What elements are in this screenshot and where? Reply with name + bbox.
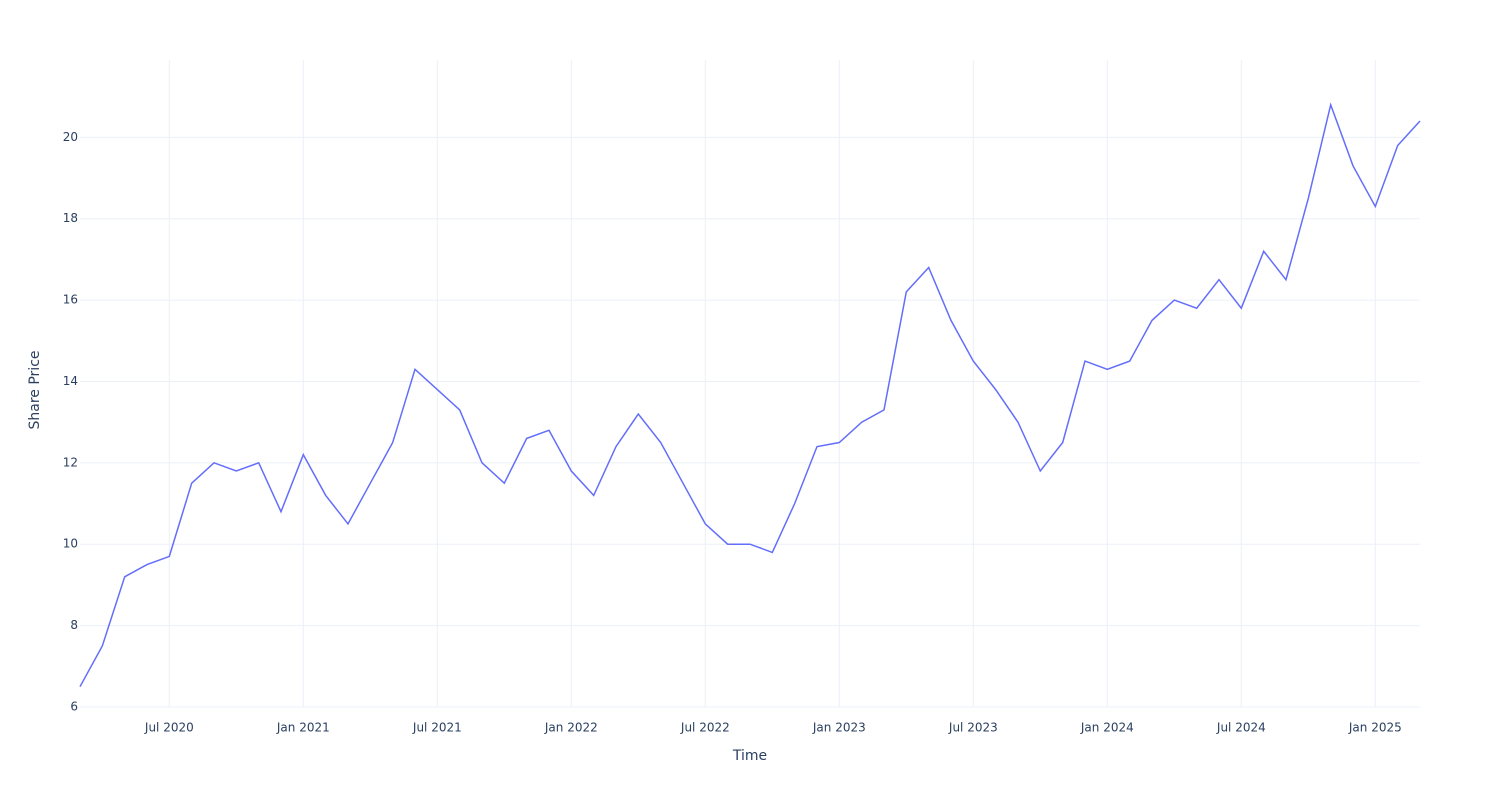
y-tick-label: 18 — [63, 211, 78, 225]
y-tick-label: 14 — [63, 374, 78, 388]
y-tick-label: 16 — [63, 293, 78, 307]
x-tick-label: Jan 2024 — [1080, 721, 1134, 735]
x-tick-label: Jan 2022 — [544, 721, 598, 735]
y-tick-label: 8 — [70, 618, 78, 632]
y-tick-label: 20 — [63, 130, 78, 144]
x-tick-label: Jan 2025 — [1348, 721, 1402, 735]
y-tick-label: 10 — [63, 537, 78, 551]
x-tick-label: Jul 2022 — [680, 721, 730, 735]
y-tick-label: 12 — [63, 455, 78, 469]
x-tick-label: Jan 2021 — [276, 721, 330, 735]
x-tick-label: Jul 2023 — [948, 721, 998, 735]
x-tick-label: Jan 2023 — [812, 721, 866, 735]
price-line — [79, 102, 1421, 688]
x-tick-label: Jul 2020 — [144, 721, 194, 735]
y-tick-label: 6 — [70, 700, 78, 714]
x-tick-label: Jul 2021 — [412, 721, 462, 735]
y-axis-title: Share Price — [27, 350, 43, 429]
x-tick-label: Jul 2024 — [1216, 721, 1266, 735]
x-axis-title: Time — [732, 748, 767, 764]
